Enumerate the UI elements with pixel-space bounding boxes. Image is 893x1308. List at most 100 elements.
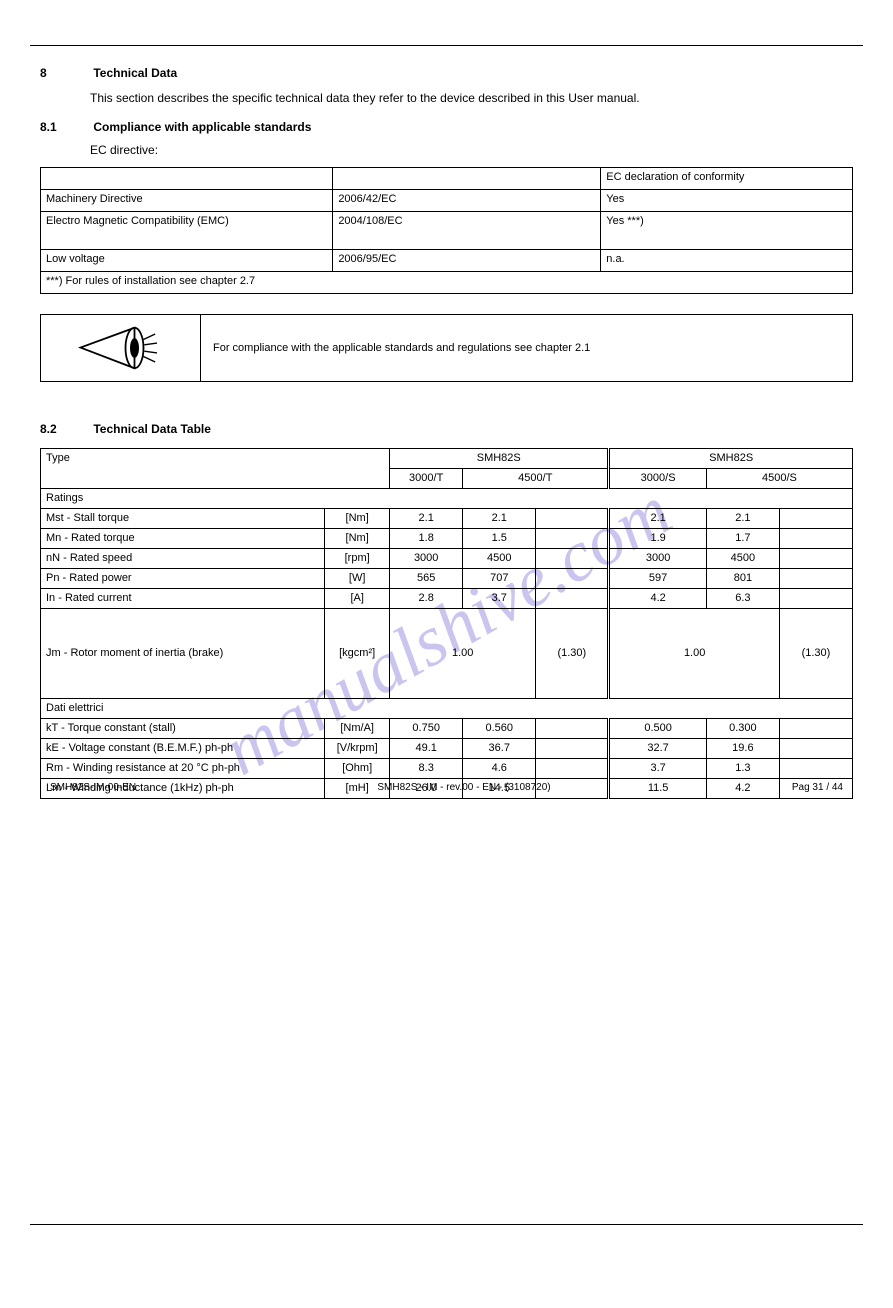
cell: In - Rated current bbox=[41, 588, 325, 608]
cell bbox=[536, 568, 609, 588]
cell bbox=[779, 568, 852, 588]
note-text: For compliance with the applicable stand… bbox=[201, 315, 852, 381]
cell: 597 bbox=[609, 568, 706, 588]
cell: [V/krpm] bbox=[325, 738, 390, 758]
table-row: Rm - Winding resistance at 20 °C ph-ph [… bbox=[41, 758, 853, 778]
cell bbox=[779, 588, 852, 608]
cell: 1.9 bbox=[609, 528, 706, 548]
cell: 565 bbox=[390, 568, 463, 588]
cell bbox=[779, 508, 852, 528]
cell: 1.3 bbox=[706, 758, 779, 778]
cell: 2.1 bbox=[463, 508, 536, 528]
table-row: Ratings bbox=[41, 488, 853, 508]
cell bbox=[536, 548, 609, 568]
table-row: Dati elettrici bbox=[41, 698, 853, 718]
cell: 2.1 bbox=[609, 508, 706, 528]
cell: Rm - Winding resistance at 20 °C ph-ph bbox=[41, 758, 325, 778]
section-heading: 8 Technical Data bbox=[40, 66, 853, 82]
note-box: For compliance with the applicable stand… bbox=[40, 314, 853, 382]
cell bbox=[536, 758, 609, 778]
cell: 2004/108/EC bbox=[333, 212, 601, 250]
section-title: Technical Data bbox=[93, 66, 177, 80]
section-number: 8 bbox=[40, 66, 90, 82]
cell: 801 bbox=[706, 568, 779, 588]
table-label: EC directive: bbox=[90, 143, 853, 157]
cell: (1.30) bbox=[536, 608, 609, 698]
cell: 3000 bbox=[609, 548, 706, 568]
footer-center: SMH82S - IM - rev.00 - EN - (3108720) bbox=[377, 782, 550, 793]
cell: Machinery Directive bbox=[41, 190, 333, 212]
cell bbox=[779, 718, 852, 738]
cell: Pn - Rated power bbox=[41, 568, 325, 588]
cell bbox=[536, 738, 609, 758]
cell bbox=[536, 528, 609, 548]
subsection-heading: 8.1 Compliance with applicable standards bbox=[40, 120, 853, 136]
cell bbox=[779, 738, 852, 758]
cell: Mn - Rated torque bbox=[41, 528, 325, 548]
cell: [rpm] bbox=[325, 548, 390, 568]
cell: [Nm] bbox=[325, 528, 390, 548]
cell: Type bbox=[41, 448, 390, 488]
table-row: EC declaration of conformity bbox=[41, 168, 853, 190]
cell bbox=[779, 758, 852, 778]
subsection-number: 8.2 bbox=[40, 422, 90, 438]
cell bbox=[41, 168, 333, 190]
cell: [Ohm] bbox=[325, 758, 390, 778]
cell: n.a. bbox=[601, 250, 853, 272]
cell: Dati elettrici bbox=[41, 698, 853, 718]
table-row: Jm - Rotor moment of inertia (brake) [kg… bbox=[41, 608, 853, 698]
cell: 1.00 bbox=[390, 608, 536, 698]
cell: (1.30) bbox=[779, 608, 852, 698]
cell: 2.1 bbox=[390, 508, 463, 528]
intro-text: This section describes the specific tech… bbox=[90, 90, 853, 106]
cell: [Nm/A] bbox=[325, 718, 390, 738]
cell: 8.3 bbox=[390, 758, 463, 778]
cell: 2006/42/EC bbox=[333, 190, 601, 212]
cell: 4500/T bbox=[463, 468, 609, 488]
table-row: Type SMH82S SMH82S bbox=[41, 448, 853, 468]
cell: 1.8 bbox=[390, 528, 463, 548]
cell bbox=[779, 528, 852, 548]
cell: 2.1 bbox=[706, 508, 779, 528]
cell: kT - Torque constant (stall) bbox=[41, 718, 325, 738]
table-row: kT - Torque constant (stall) [Nm/A] 0.75… bbox=[41, 718, 853, 738]
table-row: kE - Voltage constant (B.E.M.F.) ph-ph [… bbox=[41, 738, 853, 758]
cell: Low voltage bbox=[41, 250, 333, 272]
cell: 3000 bbox=[390, 548, 463, 568]
cell: 0.500 bbox=[609, 718, 706, 738]
cell bbox=[536, 718, 609, 738]
cell: 4.2 bbox=[609, 588, 706, 608]
cell bbox=[779, 548, 852, 568]
note-icon-cell bbox=[41, 315, 201, 381]
table-row: Machinery Directive 2006/42/EC Yes bbox=[41, 190, 853, 212]
cell: 32.7 bbox=[609, 738, 706, 758]
cell: 0.560 bbox=[463, 718, 536, 738]
cell: EC declaration of conformity bbox=[601, 168, 853, 190]
footer: SMH82S-IM-00-EN SMH82S - IM - rev.00 - E… bbox=[50, 782, 843, 793]
footer-left: SMH82S-IM-00-EN bbox=[50, 782, 136, 793]
cell: Mst - Stall torque bbox=[41, 508, 325, 528]
cell: [Nm] bbox=[325, 508, 390, 528]
compliance-table: EC declaration of conformity Machinery D… bbox=[40, 167, 853, 294]
cell: 1.7 bbox=[706, 528, 779, 548]
cell: 4500 bbox=[463, 548, 536, 568]
cell bbox=[536, 508, 609, 528]
footer-right: Pag 31 / 44 bbox=[792, 782, 843, 793]
table-row: Mst - Stall torque [Nm] 2.1 2.1 2.1 2.1 bbox=[41, 508, 853, 528]
cell: 4500 bbox=[706, 548, 779, 568]
cell: 36.7 bbox=[463, 738, 536, 758]
table-row: Mn - Rated torque [Nm] 1.8 1.5 1.9 1.7 bbox=[41, 528, 853, 548]
cell: 3.7 bbox=[463, 588, 536, 608]
cell: Electro Magnetic Compatibility (EMC) bbox=[41, 212, 333, 250]
cell: 707 bbox=[463, 568, 536, 588]
subsection-title: Compliance with applicable standards bbox=[93, 120, 311, 134]
eye-icon bbox=[76, 323, 166, 373]
cell: 2006/95/EC bbox=[333, 250, 601, 272]
cell: kE - Voltage constant (B.E.M.F.) ph-ph bbox=[41, 738, 325, 758]
cell: SMH82S bbox=[390, 448, 609, 468]
cell: 49.1 bbox=[390, 738, 463, 758]
cell: Yes ***) bbox=[601, 212, 853, 250]
cell bbox=[536, 588, 609, 608]
cell: 4500/S bbox=[706, 468, 852, 488]
table-row: In - Rated current [A] 2.8 3.7 4.2 6.3 bbox=[41, 588, 853, 608]
